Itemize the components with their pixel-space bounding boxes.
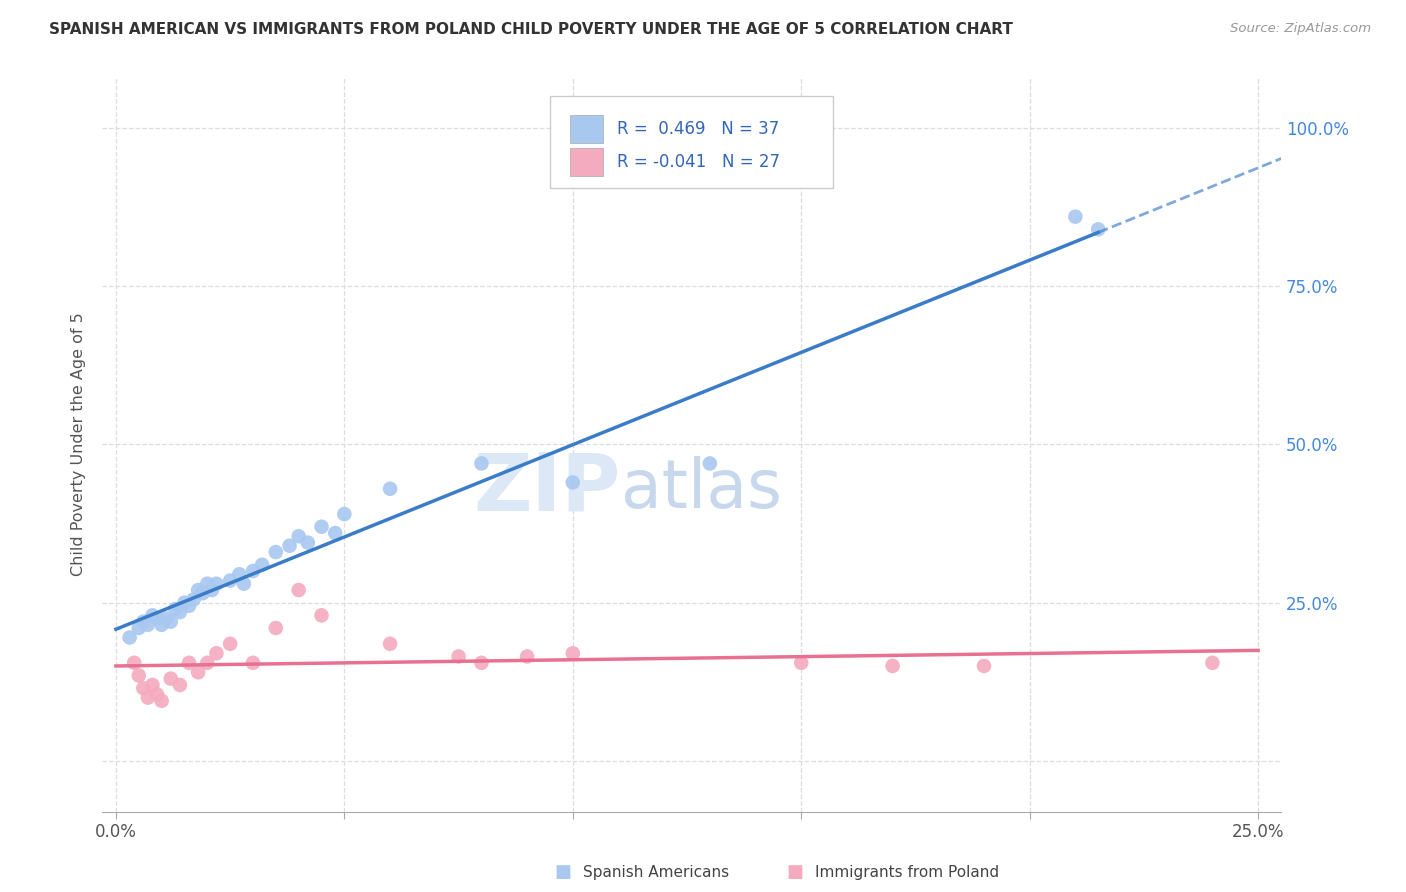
Point bbox=[790, 656, 813, 670]
Point bbox=[232, 576, 254, 591]
Point bbox=[242, 656, 264, 670]
Point bbox=[177, 599, 200, 613]
Point bbox=[118, 631, 141, 645]
Point bbox=[287, 582, 309, 597]
Point bbox=[470, 656, 492, 670]
Point bbox=[150, 617, 173, 632]
Point bbox=[447, 649, 470, 664]
Point bbox=[159, 672, 181, 686]
Point bbox=[378, 637, 401, 651]
Point bbox=[187, 582, 209, 597]
Text: R =  0.469   N = 37: R = 0.469 N = 37 bbox=[617, 120, 779, 138]
Point bbox=[323, 526, 346, 541]
Point bbox=[973, 659, 995, 673]
Point bbox=[191, 586, 214, 600]
Point bbox=[201, 582, 224, 597]
FancyBboxPatch shape bbox=[571, 148, 603, 176]
Text: SPANISH AMERICAN VS IMMIGRANTS FROM POLAND CHILD POVERTY UNDER THE AGE OF 5 CORR: SPANISH AMERICAN VS IMMIGRANTS FROM POLA… bbox=[49, 22, 1014, 37]
Point bbox=[311, 520, 333, 534]
Point bbox=[128, 621, 150, 635]
Point bbox=[228, 567, 250, 582]
Point bbox=[264, 621, 287, 635]
Text: ZIP: ZIP bbox=[474, 450, 621, 527]
Point bbox=[205, 646, 228, 660]
Point bbox=[219, 574, 242, 588]
Point bbox=[132, 681, 155, 695]
Text: ■: ■ bbox=[786, 863, 803, 881]
Point bbox=[141, 608, 163, 623]
Point bbox=[1087, 222, 1109, 236]
Point bbox=[187, 665, 209, 680]
Point bbox=[278, 539, 301, 553]
Point bbox=[297, 535, 319, 549]
Point bbox=[195, 656, 218, 670]
Point bbox=[1064, 210, 1087, 224]
Point bbox=[169, 678, 191, 692]
Text: atlas: atlas bbox=[621, 456, 782, 522]
Text: Source: ZipAtlas.com: Source: ZipAtlas.com bbox=[1230, 22, 1371, 36]
Point bbox=[136, 617, 159, 632]
Point bbox=[882, 659, 904, 673]
Point bbox=[146, 688, 169, 702]
Point bbox=[250, 558, 273, 572]
Point bbox=[159, 615, 181, 629]
Point bbox=[128, 668, 150, 682]
Point bbox=[333, 507, 356, 521]
Text: ■: ■ bbox=[554, 863, 571, 881]
Point bbox=[561, 475, 583, 490]
Point bbox=[122, 656, 145, 670]
Point bbox=[169, 605, 191, 619]
Point bbox=[470, 457, 492, 471]
Point bbox=[311, 608, 333, 623]
Point bbox=[561, 646, 583, 660]
Point bbox=[150, 694, 173, 708]
Point bbox=[242, 564, 264, 578]
Y-axis label: Child Poverty Under the Age of 5: Child Poverty Under the Age of 5 bbox=[72, 312, 86, 576]
Text: Spanish Americans: Spanish Americans bbox=[583, 865, 730, 880]
Text: R = -0.041   N = 27: R = -0.041 N = 27 bbox=[617, 153, 780, 171]
Point bbox=[141, 678, 163, 692]
Point bbox=[378, 482, 401, 496]
Point bbox=[264, 545, 287, 559]
Point bbox=[219, 637, 242, 651]
Point bbox=[177, 656, 200, 670]
FancyBboxPatch shape bbox=[550, 95, 832, 187]
Point bbox=[287, 529, 309, 543]
Point bbox=[1201, 656, 1223, 670]
Point bbox=[699, 457, 721, 471]
Point bbox=[155, 611, 177, 625]
Point bbox=[132, 615, 155, 629]
Point bbox=[173, 596, 195, 610]
Point bbox=[183, 592, 205, 607]
FancyBboxPatch shape bbox=[571, 115, 603, 143]
Point bbox=[136, 690, 159, 705]
Text: Immigrants from Poland: Immigrants from Poland bbox=[815, 865, 1000, 880]
Point bbox=[205, 576, 228, 591]
Point bbox=[516, 649, 538, 664]
Point bbox=[146, 611, 169, 625]
Point bbox=[195, 576, 218, 591]
Point bbox=[165, 602, 187, 616]
